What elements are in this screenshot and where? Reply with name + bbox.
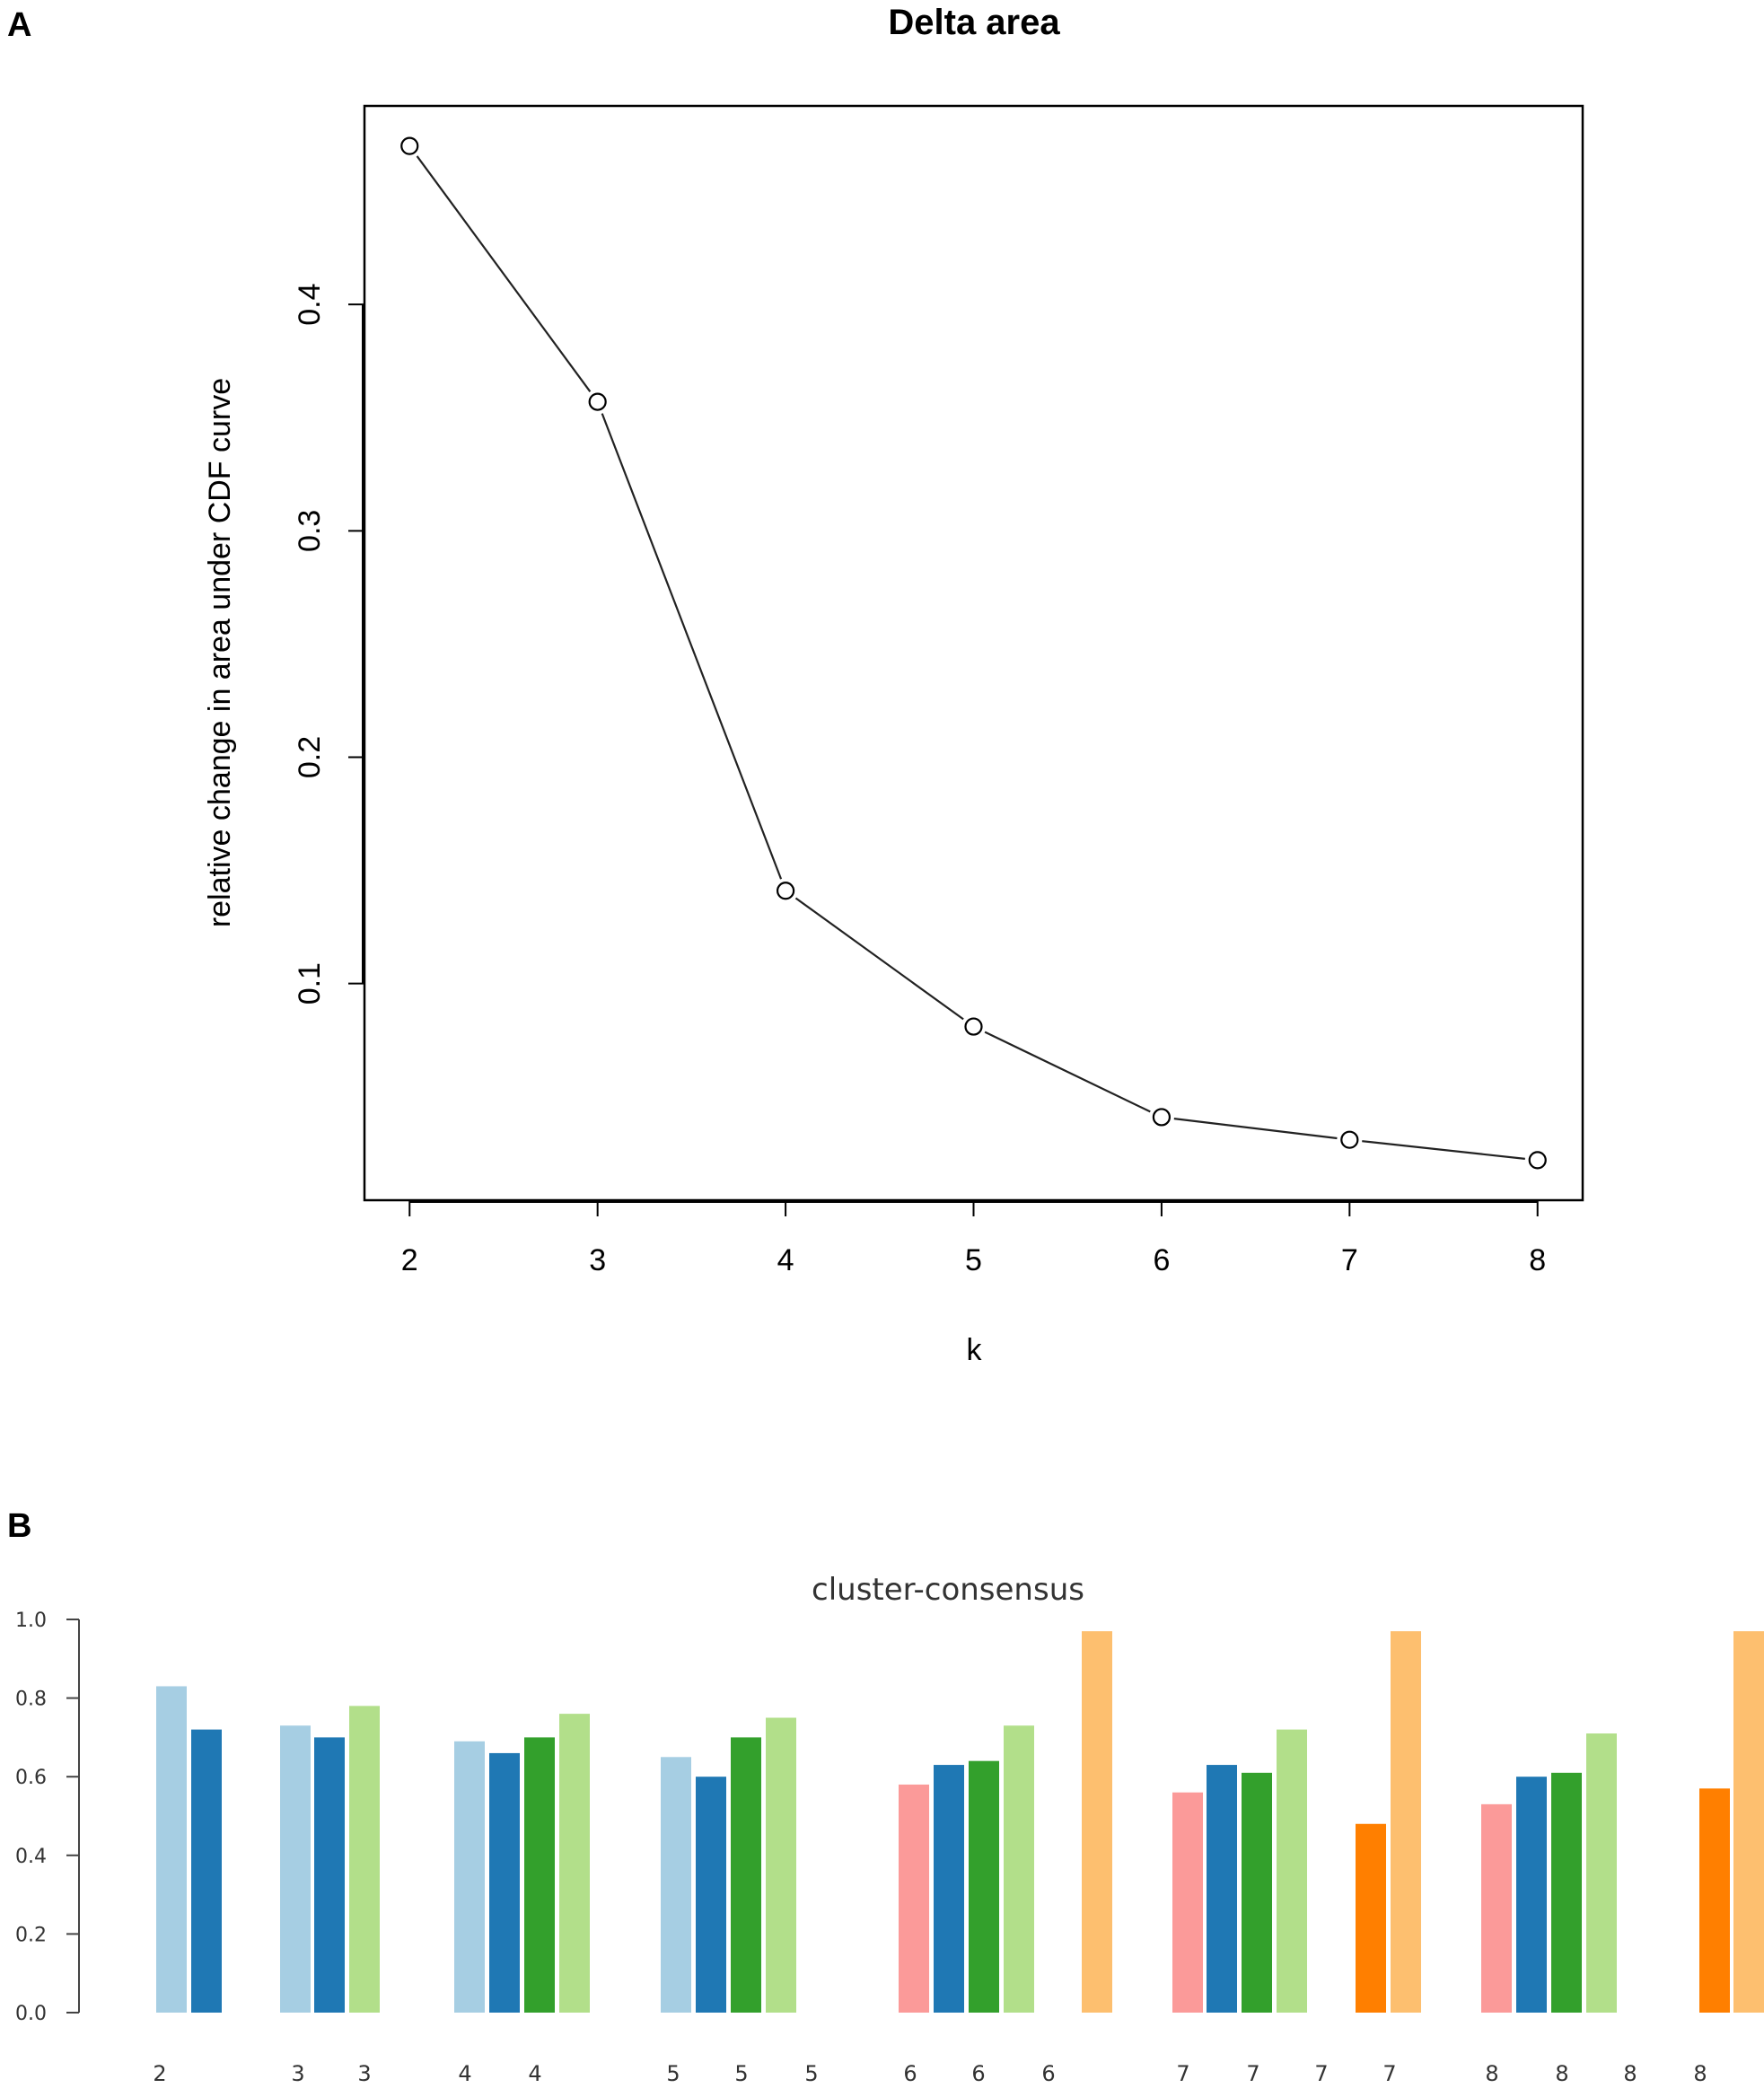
chart-a-y-axis: 0.1 0.2 0.3 0.4	[293, 284, 364, 1005]
x-tick-label: 2	[401, 1243, 418, 1277]
bar-k8-cluster-1	[1481, 1803, 1512, 2013]
x-tick-label: 3	[357, 2061, 371, 2086]
data-point	[1340, 1130, 1359, 1149]
x-tick-label: 8	[1485, 2061, 1498, 2086]
bar-k5-cluster-1	[661, 1757, 691, 2013]
chart-b-x-labels: 2 3 3 4 4 5 5 5 6 6 6 7 7 7 7 8 8 8 8	[153, 2061, 1707, 2086]
bar-k7-cluster-3	[1242, 1772, 1272, 2013]
x-tick-label: 3	[291, 2061, 304, 2086]
data-point	[776, 882, 795, 900]
data-point	[588, 392, 607, 411]
y-tick-label: 0.3	[293, 510, 327, 552]
bar-k5-cluster-4	[766, 1717, 796, 2013]
x-tick-label: 7	[1314, 2061, 1328, 2086]
x-tick-label: 6	[971, 2061, 985, 2086]
x-tick-label: 6	[1153, 1243, 1170, 1277]
bar-k7-cluster-1	[1172, 1792, 1203, 2013]
chart-b-title: cluster-consensus	[812, 1572, 1084, 1608]
x-tick-label: 5	[804, 2061, 818, 2086]
x-tick-label: 7	[1341, 1243, 1358, 1277]
bar-k4-cluster-4	[559, 1714, 590, 2013]
x-tick-label: 2	[153, 2061, 166, 2086]
panel-label-b: B	[7, 1507, 31, 1545]
x-tick-label: 7	[1246, 2061, 1259, 2086]
x-tick-label: 5	[734, 2061, 748, 2086]
data-point	[964, 1017, 983, 1036]
y-tick-label: 0.8	[15, 1689, 47, 1711]
y-tick-label: 0.2	[15, 1924, 47, 1946]
bar-k4-cluster-1	[454, 1741, 485, 2013]
series-line-segment	[794, 897, 964, 1021]
x-tick-label: 4	[528, 2061, 541, 2086]
x-tick-label: 4	[777, 1243, 794, 1277]
x-tick-label: 4	[458, 2061, 471, 2086]
data-point	[1528, 1151, 1547, 1170]
bar-k8-cluster-4	[1586, 1733, 1617, 2013]
bar-k3-cluster-2	[314, 1737, 345, 2013]
y-tick-label: 0.1	[293, 962, 327, 1005]
chart-a-x-axis: 2 3 4 5 6 7 8	[401, 1200, 1546, 1277]
series-line-segment	[984, 1031, 1151, 1113]
x-tick-label: 5	[965, 1243, 982, 1277]
x-tick-label: 3	[589, 1243, 606, 1277]
x-tick-label: 6	[903, 2061, 917, 2086]
x-tick-label: 8	[1529, 1243, 1546, 1277]
x-tick-label: 8	[1555, 2061, 1568, 2086]
series-line-segment	[1362, 1140, 1525, 1160]
chart-a-series	[400, 136, 1547, 1170]
bar-k5-cluster-2	[696, 1777, 726, 2013]
bar-k4-cluster-2	[489, 1752, 520, 2013]
chart-b-y-axis: 0.0 0.2 0.4 0.6 0.8 1.0	[15, 1610, 80, 2025]
bar-k2-cluster-1	[156, 1686, 187, 2013]
chart-b-bars	[156, 1631, 1764, 2013]
bar-k3-cluster-3	[349, 1706, 380, 2013]
bar-k6-cluster-2	[934, 1765, 964, 2013]
y-tick-label: 0.0	[15, 2003, 47, 2025]
chart-a-y-axis-label: relative change in area under CDF curve	[203, 378, 237, 927]
bar-k7-cluster-5	[1356, 1823, 1386, 2013]
bar-k7-cluster-4	[1277, 1729, 1307, 2013]
bar-k5-cluster-3	[731, 1737, 761, 2013]
data-point	[1152, 1108, 1172, 1127]
series-line-segment	[1173, 1118, 1338, 1140]
bar-k6-cluster-3	[969, 1760, 999, 2013]
bar-k4-cluster-3	[524, 1737, 555, 2013]
chart-a-x-axis-label: k	[967, 1333, 983, 1367]
panel-b: B cluster-consensus 0.0 0.2 0.4 0.6 0.8 1.0 2…	[7, 1507, 1764, 2086]
y-tick-label: 1.0	[15, 1610, 47, 1632]
bar-k6-cluster-1	[899, 1784, 929, 2013]
bar-k8-cluster-6	[1733, 1631, 1764, 2013]
bar-k6-cluster-4	[1004, 1725, 1034, 2013]
y-tick-label: 0.4	[293, 284, 327, 326]
bar-k6-cluster-5	[1082, 1631, 1112, 2013]
series-line-segment	[601, 413, 783, 880]
bar-k7-cluster-2	[1207, 1765, 1237, 2013]
panel-label-a: A	[7, 6, 31, 44]
panel-a: A Delta area 2 3 4 5 6 7 8 0.1 0.2 0.3 0.4 k rela…	[7, 3, 1584, 1367]
y-tick-label: 0.2	[293, 736, 327, 778]
y-tick-label: 0.6	[15, 1767, 47, 1789]
x-tick-label: 7	[1382, 2061, 1396, 2086]
y-tick-label: 0.4	[15, 1846, 47, 1868]
x-tick-label: 6	[1041, 2061, 1055, 2086]
chart-a-title: Delta area	[888, 3, 1060, 42]
bar-k8-cluster-2	[1516, 1777, 1547, 2013]
x-tick-label: 7	[1176, 2061, 1189, 2086]
x-tick-label: 8	[1623, 2061, 1637, 2086]
bar-k3-cluster-1	[280, 1725, 311, 2013]
x-tick-label: 8	[1693, 2061, 1707, 2086]
bar-k8-cluster-3	[1551, 1772, 1582, 2013]
bar-k8-cluster-5	[1699, 1788, 1730, 2013]
data-point	[400, 136, 419, 155]
bar-k7-cluster-6	[1391, 1631, 1421, 2013]
bar-k2-cluster-2	[191, 1729, 222, 2013]
x-tick-label: 5	[666, 2061, 680, 2086]
series-line-segment	[416, 155, 592, 392]
